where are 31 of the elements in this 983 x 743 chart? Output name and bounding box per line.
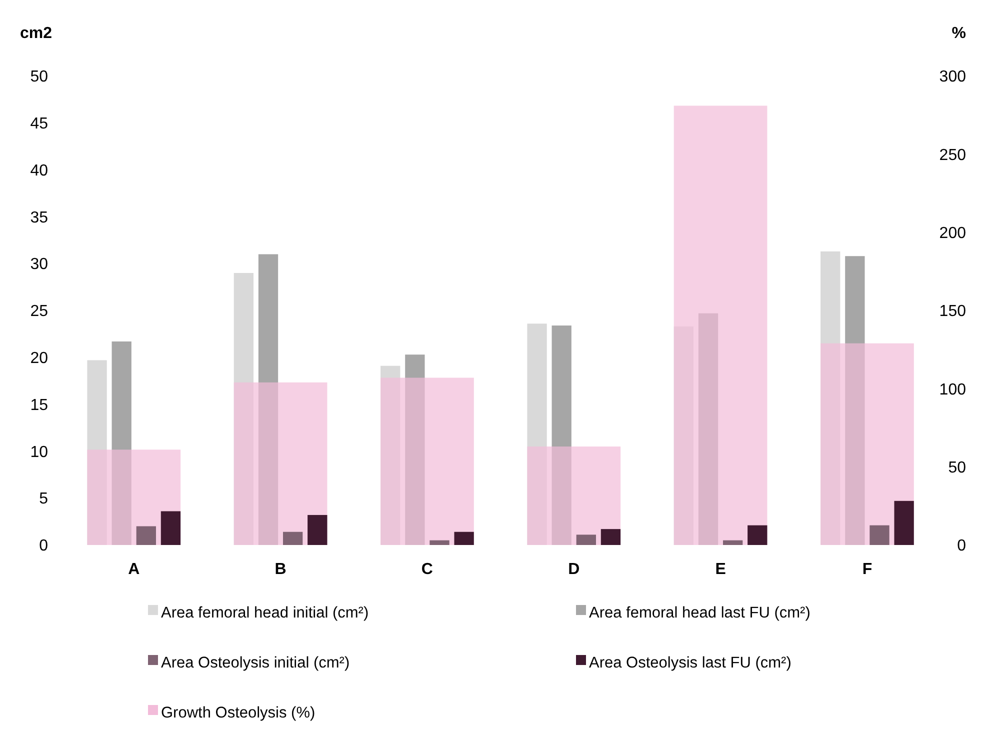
x-tick-label: A: [128, 561, 140, 578]
y2-tick-label: 250: [939, 146, 966, 164]
y2-axis-title: %: [952, 25, 966, 42]
y-tick-label: 15: [30, 396, 48, 414]
y-tick-label: 35: [30, 209, 48, 226]
x-tick-label: E: [715, 561, 726, 578]
y-tick-label: 5: [39, 490, 48, 508]
y2-tick-label: 100: [939, 381, 966, 398]
y-tick-label: 20: [30, 350, 48, 367]
y-tick-label: 0: [39, 538, 48, 555]
y2-tick-label: 150: [939, 303, 966, 320]
y-tick-label: 40: [30, 162, 48, 180]
x-tick-label: D: [568, 561, 580, 578]
y-tick-label: 45: [30, 116, 48, 132]
y-tick-label: 30: [30, 256, 48, 274]
y-tick-label: 10: [30, 444, 48, 461]
x-tick-label: B: [274, 561, 286, 578]
x-tick-label: F: [862, 561, 872, 578]
y2-tick-label: 0: [957, 538, 966, 555]
y2-tick-label: 200: [939, 224, 966, 242]
y2-tick-label: 300: [939, 68, 966, 86]
y-axis-title: cm2: [20, 25, 52, 42]
legend-label: Area femoral head initial (cm²): [161, 604, 369, 622]
legend-label: Growth Osteolysis (%): [161, 704, 316, 722]
y2-tick-label: 50: [948, 459, 966, 476]
legend-label: Area Osteolysis last FU (cm²): [589, 654, 792, 672]
legend-label: Area Osteolysis initial (cm²): [161, 654, 350, 672]
y-tick-label: 25: [30, 303, 48, 320]
legend-label: Area femoral head last FU (cm²): [589, 604, 810, 622]
y-tick-label: 50: [30, 68, 48, 86]
x-tick-label: C: [421, 561, 434, 578]
